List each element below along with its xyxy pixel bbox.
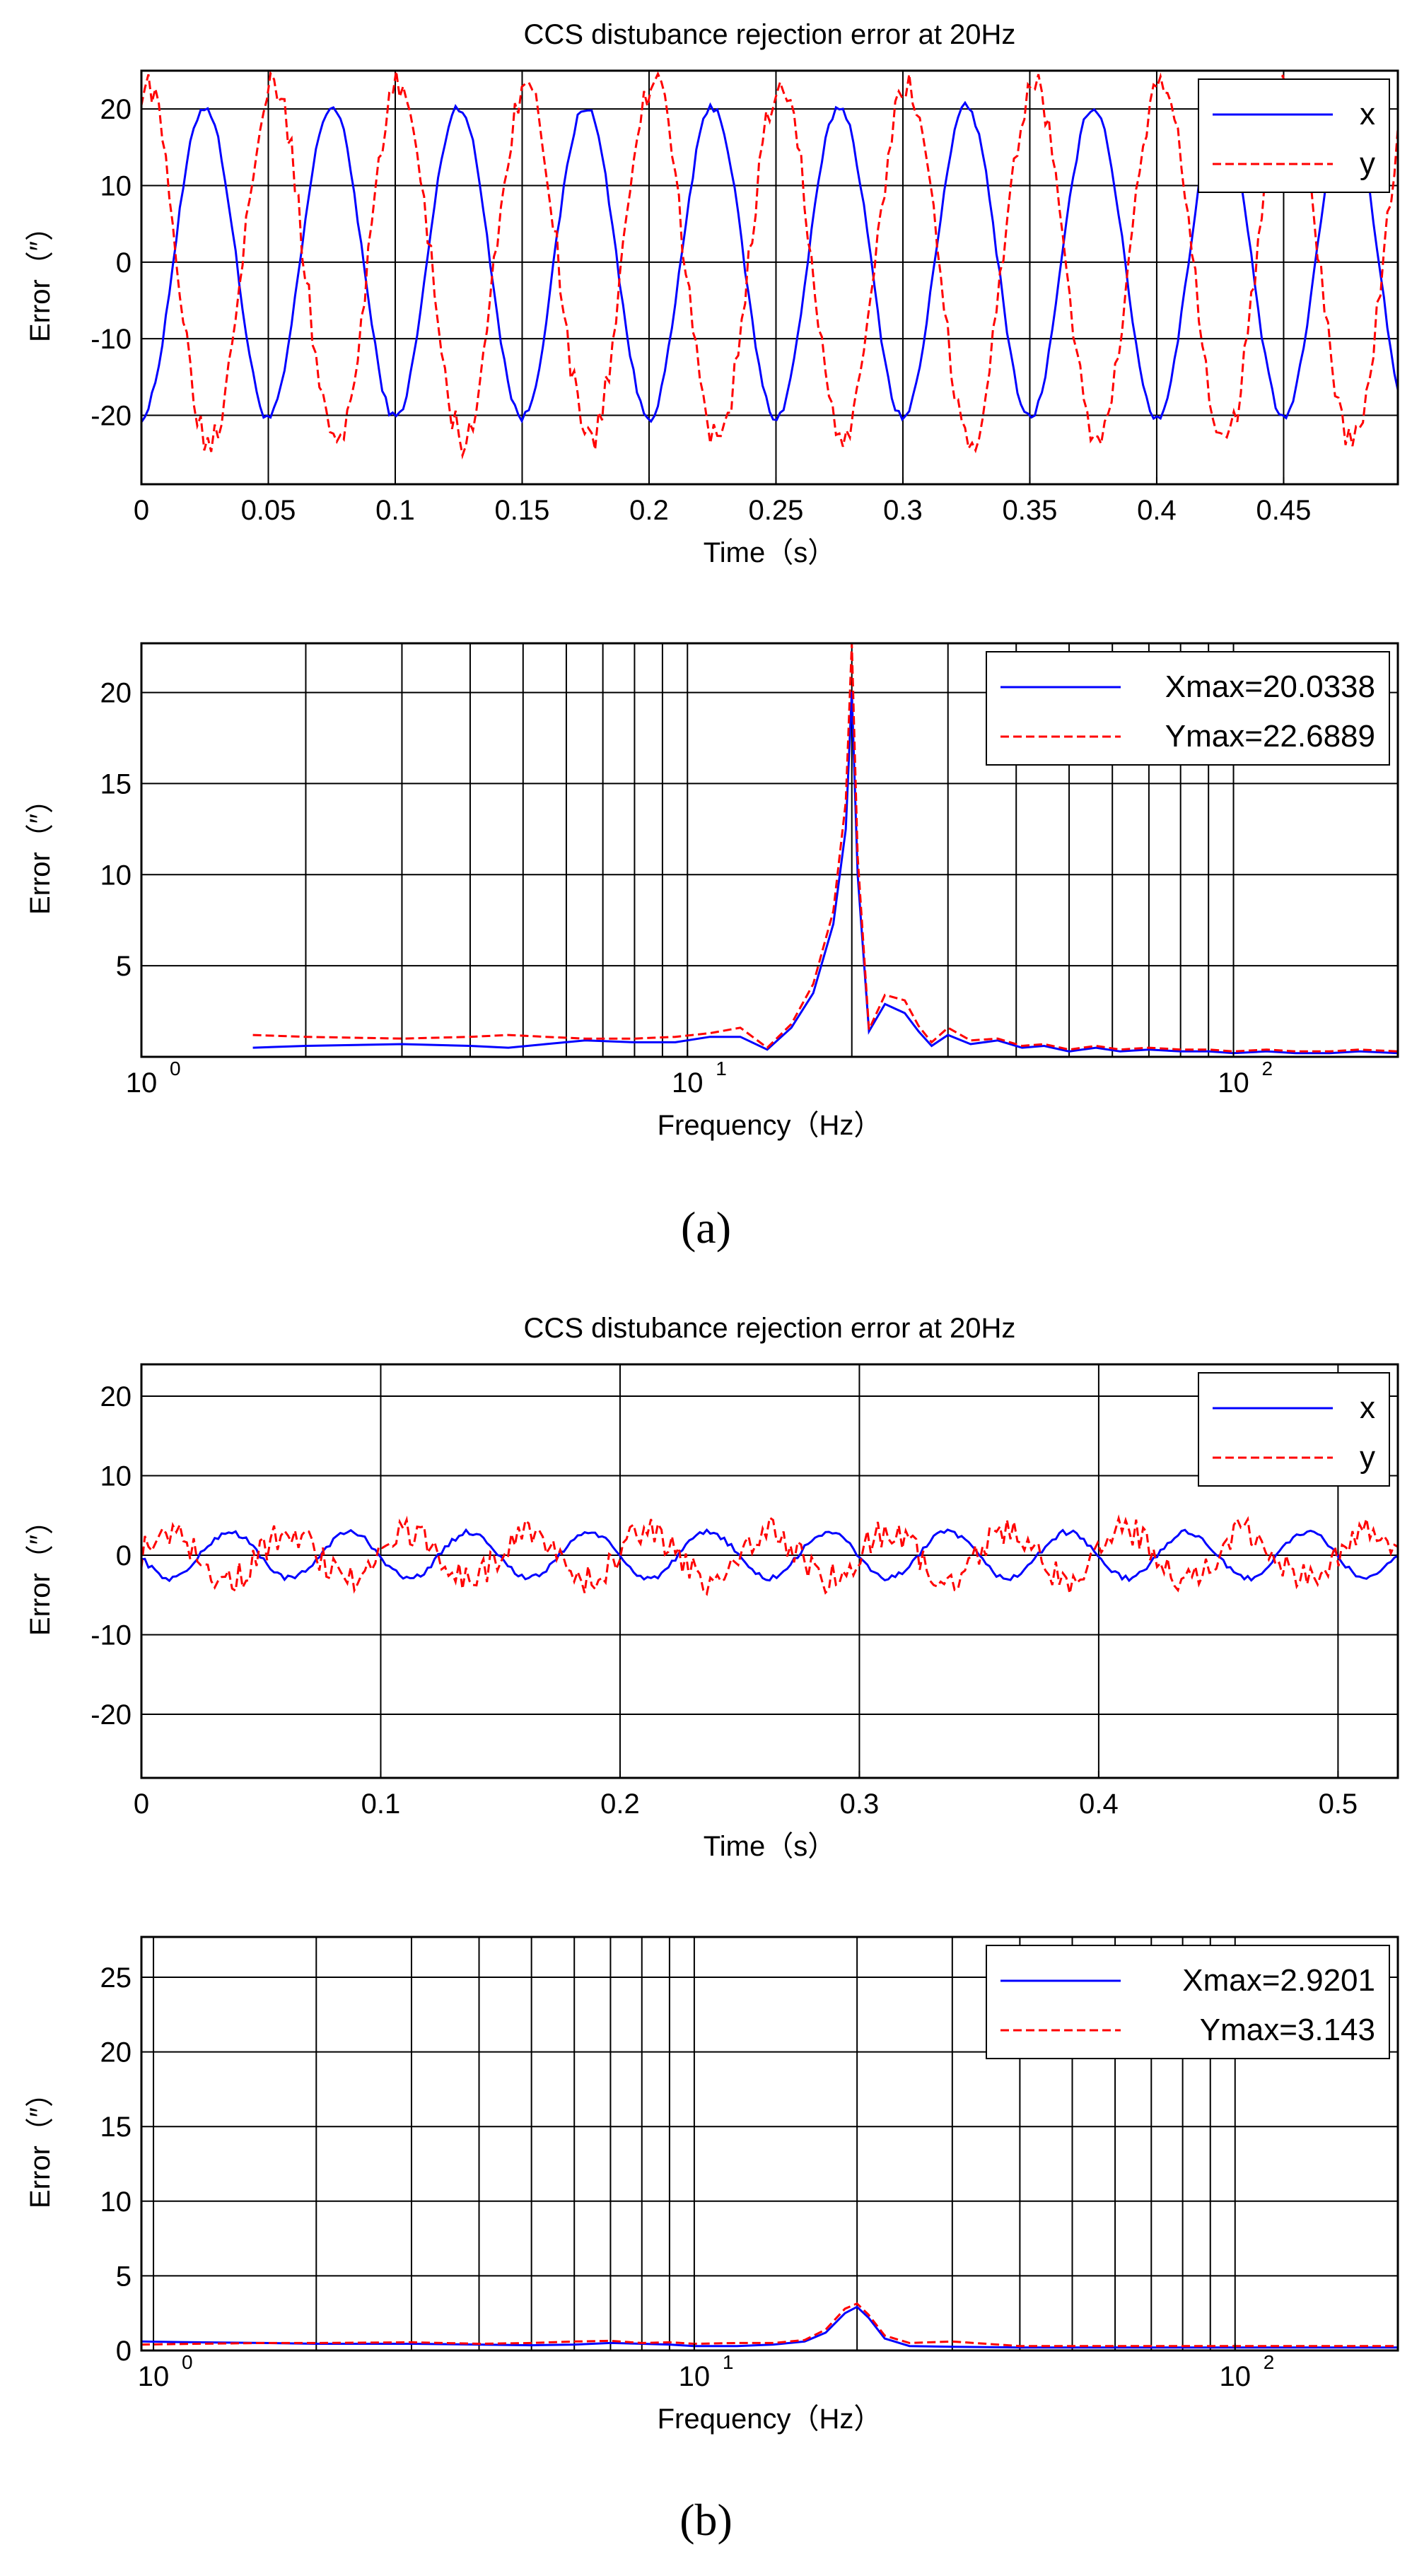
x-tick-label: 0.1 [361, 1788, 401, 1820]
x-axis-label: Time（s） [704, 537, 836, 568]
x-tick-label: 0.05 [241, 495, 296, 526]
x-tick-label: 0 [134, 1788, 149, 1820]
axes-frame [140, 642, 1399, 1058]
legend-label-x: x [1360, 1391, 1375, 1425]
series-line-y [141, 1514, 1398, 1596]
x-axis-label: Frequency（Hz） [658, 2404, 882, 2435]
y-tick-label: 20 [100, 94, 132, 125]
legend-label-x: Xmax=20.0338 [1165, 669, 1375, 704]
x-axis-label: Time（s） [704, 1831, 836, 1862]
chart-b-time: 0 0.1 0.2 0.3 0.4 0.5 -20 -10 0 10 20 CCS distubanc… [25, 1313, 1399, 1862]
series-line-y [141, 2302, 1398, 2348]
y-tick-label: 5 [116, 951, 132, 982]
y-tick-label: 10 [100, 171, 132, 202]
y-tick-label: 10 [100, 1461, 132, 1492]
y-tick-label: 20 [100, 678, 132, 709]
y-tick-label: 25 [100, 1962, 132, 1994]
chart-b-freq: 10 0 10 1 10 20510152025Frequency（Hz）Error（″）… [25, 1936, 1399, 2435]
x-tick-exponent: 1 [716, 1058, 727, 1079]
x-tick-exponent: 2 [1264, 2351, 1275, 2373]
y-tick-label: -20 [91, 1699, 132, 1731]
axes-frame [140, 1936, 1399, 2352]
x-tick-label: 10 [1218, 1067, 1249, 1099]
series-line-y [141, 71, 1398, 460]
chart-a-freq: 10 0 10 1 10 2 5 10 15 20 Frequency（Hz） Error（″） Xma… [25, 642, 1399, 1141]
legend-box [986, 1945, 1390, 2059]
x-tick-label: 10 [672, 1067, 704, 1099]
legend-box [1198, 1372, 1390, 1487]
x-tick-label: 0.3 [840, 1788, 880, 1820]
y-tick-label: 20 [100, 1381, 132, 1412]
x-tick-label: 0.3 [883, 495, 923, 526]
legend-label-x: Xmax=2.9201 [1182, 1963, 1375, 1998]
x-tick-label: 0.4 [1137, 495, 1177, 526]
legend: xy [1198, 78, 1390, 193]
legend-label-y: Ymax=22.6889 [1165, 719, 1375, 754]
x-tick-label: 0.45 [1256, 495, 1312, 526]
x-tick-exponent: 0 [182, 2351, 193, 2373]
y-tick-label: -10 [91, 324, 132, 355]
y-axis-label: Error（″） [25, 1506, 56, 1636]
y-axis-label: Error（″） [25, 213, 56, 342]
grid [141, 1364, 1398, 1778]
legend: Xmax=20.0338 Ymax=22.6889 [986, 651, 1390, 766]
x-tick-label: 0.5 [1319, 1788, 1358, 1820]
chart-a-time: 0 0.05 0.1 0.15 0.2 0.25 0.3 0.35 0.4 0.45 -20 -10 0… [25, 19, 1399, 568]
series-line-x [141, 2305, 1398, 2349]
x-tick-label: 0.1 [375, 495, 415, 526]
chart-title: CCS distubance rejection error at 20Hz [524, 1313, 1016, 1344]
axes-frame [140, 69, 1399, 486]
chart-title: CCS distubance rejection error at 20Hz [524, 19, 1016, 50]
legend-label-y: Ymax=3.143 [1200, 2013, 1375, 2047]
legend-box [1198, 78, 1390, 193]
legend-box [986, 651, 1390, 766]
y-tick-label: 15 [100, 2112, 132, 2143]
legend-label-x: x [1360, 97, 1375, 131]
x-tick-label: 10 [126, 1067, 158, 1099]
y-tick-label: 0 [116, 247, 132, 279]
legend-label-y: y [1360, 1440, 1375, 1475]
series-line-y [252, 643, 1398, 1053]
x-tick-label: 10 [1220, 2361, 1251, 2392]
legend: xy [1198, 1372, 1390, 1487]
y-tick-label: 10 [100, 860, 132, 891]
y-tick-label: -10 [91, 1620, 132, 1651]
legend: Xmax=2.9201 Ymax=3.143 [986, 1945, 1390, 2059]
x-axis-label: Frequency（Hz） [658, 1110, 882, 1141]
x-tick-label: 0.25 [749, 495, 804, 526]
series-line-x [141, 1528, 1398, 1583]
y-tick-label: -20 [91, 401, 132, 432]
y-axis-label: Error（″） [25, 2079, 56, 2208]
x-tick-exponent: 1 [723, 2351, 734, 2373]
y-tick-label: 0 [116, 1540, 132, 1571]
x-tick-label: 0.15 [495, 495, 550, 526]
y-axis-label: Error（″） [25, 785, 56, 915]
x-tick-exponent: 0 [170, 1058, 181, 1079]
legend-label-y: y [1360, 146, 1375, 181]
x-tick-label: 0.2 [629, 495, 669, 526]
x-tick-label: 10 [679, 2361, 711, 2392]
series-line-x [252, 691, 1398, 1055]
y-tick-label: 15 [100, 768, 132, 800]
series-line-x [141, 100, 1398, 424]
x-tick-label: 0 [134, 495, 149, 526]
y-tick-label: 0 [116, 2336, 132, 2367]
panel-caption-b: (b) [679, 2495, 733, 2545]
y-tick-label: 10 [100, 2186, 132, 2218]
axes-frame [140, 1363, 1399, 1779]
x-tick-label: 0.4 [1079, 1788, 1119, 1820]
y-tick-label: 5 [116, 2261, 132, 2292]
x-tick-label: 0.2 [600, 1788, 640, 1820]
y-tick-label: 20 [100, 2037, 132, 2068]
x-tick-label: 0.35 [1003, 495, 1058, 526]
x-tick-label: 10 [138, 2361, 170, 2392]
x-tick-exponent: 2 [1262, 1058, 1273, 1079]
panel-caption-a: (a) [680, 1202, 732, 1253]
